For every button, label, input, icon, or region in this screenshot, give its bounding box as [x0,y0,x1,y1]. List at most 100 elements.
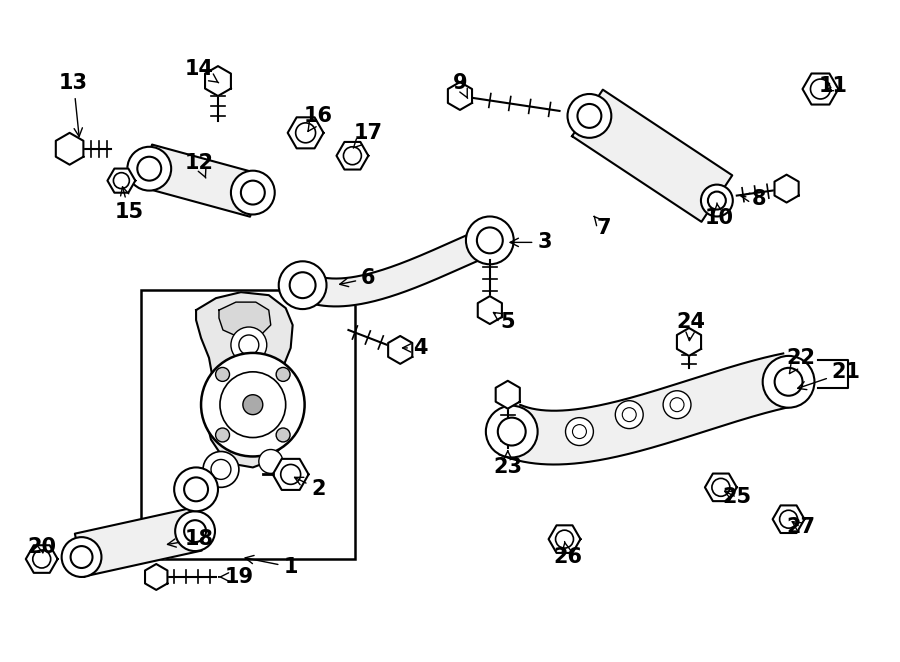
Circle shape [712,479,730,496]
Circle shape [184,520,206,542]
Circle shape [175,467,218,511]
Circle shape [216,367,230,381]
Text: 15: 15 [115,187,144,222]
Circle shape [279,261,327,309]
Circle shape [762,356,814,408]
Circle shape [113,173,130,189]
Text: 7: 7 [594,216,612,238]
Circle shape [211,459,231,479]
Circle shape [811,79,831,99]
Polygon shape [772,505,805,533]
Circle shape [568,94,611,138]
Polygon shape [500,354,794,465]
Text: 2: 2 [294,477,326,499]
Circle shape [663,391,691,418]
Circle shape [32,550,50,568]
Circle shape [128,147,171,191]
Polygon shape [273,459,309,490]
Circle shape [61,537,102,577]
Polygon shape [572,89,733,222]
Circle shape [616,401,644,428]
Text: 4: 4 [402,338,428,358]
Polygon shape [448,82,472,110]
Polygon shape [478,296,502,324]
Circle shape [276,367,290,381]
Polygon shape [705,473,737,501]
Circle shape [276,428,290,442]
Circle shape [281,465,301,485]
Polygon shape [205,66,231,96]
Text: 9: 9 [453,73,468,99]
Text: 16: 16 [304,106,333,132]
Text: 11: 11 [819,76,848,96]
Text: 22: 22 [786,348,815,373]
Circle shape [216,428,230,442]
Circle shape [555,530,573,548]
Text: 26: 26 [553,542,582,567]
Polygon shape [496,381,520,408]
Polygon shape [388,336,412,364]
Text: 5: 5 [493,312,515,332]
Polygon shape [288,117,323,148]
Circle shape [231,327,266,363]
Circle shape [466,216,514,264]
Circle shape [486,406,537,457]
Circle shape [565,418,593,446]
Text: 3: 3 [510,232,552,252]
Text: 8: 8 [741,189,766,209]
Polygon shape [107,169,135,193]
Circle shape [670,398,684,412]
Text: 20: 20 [27,537,56,557]
Text: 21: 21 [797,362,860,390]
Polygon shape [219,302,271,338]
Circle shape [344,147,362,165]
Circle shape [701,185,733,216]
Polygon shape [549,526,580,553]
Polygon shape [803,73,839,105]
Polygon shape [145,564,167,590]
Text: 14: 14 [184,59,219,83]
Circle shape [238,335,259,355]
Circle shape [578,104,601,128]
Circle shape [241,181,265,205]
Polygon shape [677,328,701,356]
Text: 25: 25 [722,487,752,507]
Polygon shape [337,142,368,169]
Polygon shape [140,144,262,216]
Circle shape [184,477,208,501]
Text: 1: 1 [245,555,298,577]
Circle shape [138,157,161,181]
Circle shape [708,191,725,209]
Polygon shape [196,292,292,467]
Circle shape [779,510,797,528]
Circle shape [622,408,636,422]
Circle shape [231,171,274,214]
Polygon shape [775,175,798,203]
Text: 18: 18 [167,529,213,549]
Circle shape [775,368,803,396]
Text: 23: 23 [493,451,522,477]
Circle shape [477,228,503,254]
Text: 6: 6 [339,268,375,288]
Polygon shape [56,133,84,165]
Polygon shape [296,228,495,307]
Text: 17: 17 [354,123,382,148]
Circle shape [243,395,263,414]
Circle shape [201,353,304,457]
Text: 10: 10 [705,203,734,228]
Bar [141,290,356,559]
Text: 27: 27 [786,517,815,537]
Polygon shape [26,545,58,573]
Circle shape [176,511,215,551]
Text: 12: 12 [184,153,213,178]
Circle shape [290,272,316,298]
Text: 24: 24 [677,312,706,341]
Circle shape [572,424,587,438]
Circle shape [203,451,238,487]
Text: 13: 13 [59,73,88,136]
Circle shape [259,449,283,473]
Circle shape [220,372,285,438]
Polygon shape [75,508,202,577]
Text: 19: 19 [219,567,254,587]
Circle shape [296,123,316,143]
